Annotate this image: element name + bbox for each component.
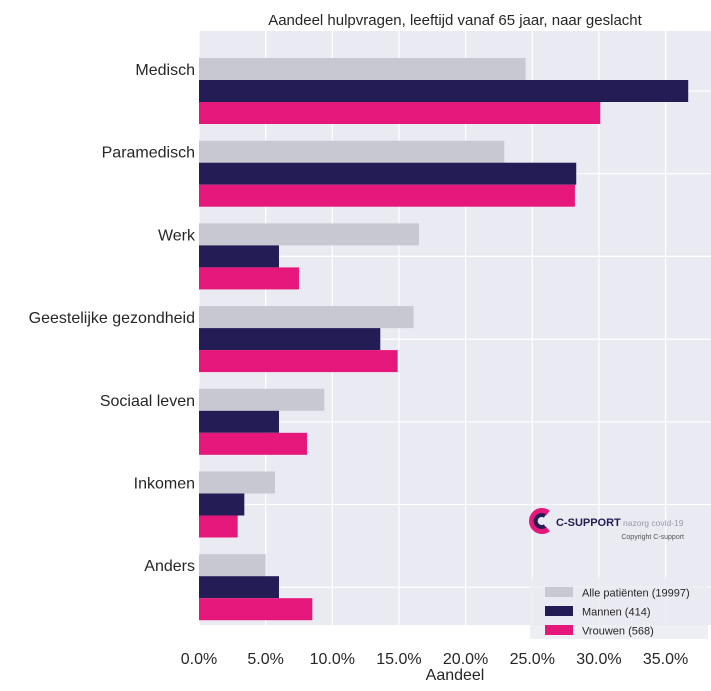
bar-mannen	[199, 162, 577, 185]
bar-alle	[199, 140, 505, 163]
bar-vrouwen	[199, 515, 238, 538]
legend-swatch	[545, 587, 573, 597]
x-tick-label: 20.0%	[443, 651, 488, 668]
category-label: Inkomen	[134, 476, 195, 493]
bar-alle	[199, 388, 325, 411]
x-axis-label: Aandeel	[426, 667, 485, 684]
bar-vrouwen	[199, 102, 601, 124]
c-support-logo-inner-icon	[533, 513, 547, 529]
x-tick-label: 5.0%	[247, 651, 283, 668]
bars	[199, 58, 689, 621]
category-label: Werk	[158, 227, 196, 244]
bar-mannen	[199, 80, 689, 102]
legend-label: Alle patiënten (19997)	[582, 588, 690, 600]
bar-vrouwen	[199, 598, 313, 621]
x-tick-label: 35.0%	[643, 651, 688, 668]
c-support-logo: C-SUPPORT nazorg covid-19 Copyright C-su…	[529, 508, 684, 541]
category-labels: Medisch Paramedisch Werk Geestelijke gezond…	[29, 62, 196, 575]
category-label: Geestelijke gezondheid	[29, 310, 195, 327]
x-tick-label: 15.0%	[376, 651, 421, 668]
bar-vrouwen	[199, 267, 299, 290]
bar-mannen	[199, 410, 279, 433]
bar-alle	[199, 58, 526, 80]
category-label: Medisch	[135, 62, 195, 79]
x-tick-label: 0.0%	[181, 651, 217, 668]
legend-swatch	[545, 606, 573, 616]
logo-copyright-text: Copyright C-support	[621, 534, 684, 541]
legend: Alle patiënten (19997) Mannen (414) Vrouwe…	[530, 577, 708, 639]
x-tick-label: 10.0%	[310, 651, 355, 668]
bar-alle	[199, 554, 266, 577]
chart-title: Aandeel hulpvragen, leeftijd vanaf 65 ja…	[268, 12, 642, 29]
bar-mannen	[199, 576, 279, 599]
logo-brand-text: C-SUPPORT	[556, 517, 621, 529]
x-tick-labels: 0.0% 5.0% 10.0% 15.0% 20.0% 25.0% 30.0% 35.0%	[181, 651, 688, 668]
category-label: Paramedisch	[102, 145, 195, 162]
c-support-logo-icon	[529, 508, 550, 534]
bar-mannen	[199, 245, 279, 268]
bar-vrouwen	[199, 350, 398, 373]
x-tick-label: 30.0%	[576, 651, 621, 668]
legend-label: Vrouwen (568)	[582, 626, 654, 638]
bar-mannen	[199, 493, 245, 516]
x-tick-label: 25.0%	[510, 651, 555, 668]
category-label: Anders	[144, 558, 195, 575]
legend-swatch	[545, 625, 573, 635]
bar-alle	[199, 223, 419, 246]
bar-alle	[199, 306, 414, 329]
logo-tagline-text: nazorg covid-19	[623, 518, 684, 528]
legend-label: Mannen (414)	[582, 607, 651, 619]
category-label: Sociaal leven	[100, 393, 195, 410]
bar-alle	[199, 471, 275, 494]
bar-vrouwen	[199, 184, 575, 207]
bar-mannen	[199, 328, 381, 351]
bar-vrouwen	[199, 432, 307, 455]
